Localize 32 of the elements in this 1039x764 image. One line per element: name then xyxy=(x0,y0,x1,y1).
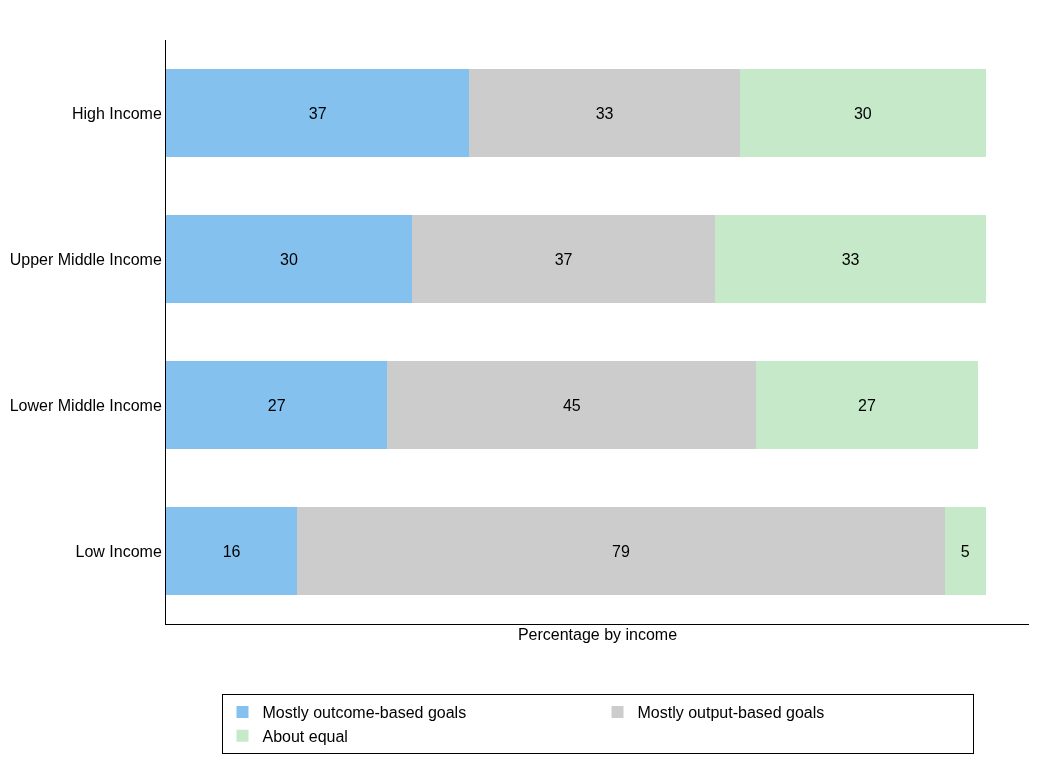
bar xyxy=(297,507,945,595)
bar xyxy=(756,361,978,449)
data-label: 79 xyxy=(612,542,630,560)
data-label: 30 xyxy=(280,250,298,268)
data-label: 45 xyxy=(562,396,581,414)
legend-label: Mostly outcome-based goals xyxy=(262,704,467,722)
bar xyxy=(166,361,388,449)
y-tick-label: Lower Middle Income xyxy=(9,396,162,414)
data-label: 5 xyxy=(960,542,970,560)
data-label: 33 xyxy=(595,104,614,122)
legend-label: Mostly output-based goals xyxy=(637,704,825,722)
bar xyxy=(166,215,412,303)
data-label: 27 xyxy=(858,396,876,414)
data-label: 37 xyxy=(308,104,327,122)
bar xyxy=(715,215,986,303)
bar xyxy=(739,69,986,157)
y-tick-label: High Income xyxy=(71,104,162,122)
bar xyxy=(411,215,716,303)
data-label: 33 xyxy=(841,250,860,268)
legend-label: About equal xyxy=(262,728,348,746)
bar xyxy=(166,507,298,595)
bar xyxy=(944,507,986,595)
bar xyxy=(469,69,740,157)
data-label: 37 xyxy=(554,250,573,268)
x-axis-title: Percentage by income xyxy=(517,625,678,643)
bar xyxy=(387,361,757,449)
data-label: 30 xyxy=(853,104,872,122)
data-label: 27 xyxy=(267,396,286,414)
data-label: 16 xyxy=(222,542,241,560)
y-tick-label: Low Income xyxy=(75,542,162,560)
y-tick-label: Upper Middle Income xyxy=(9,250,162,268)
bar xyxy=(166,69,470,157)
